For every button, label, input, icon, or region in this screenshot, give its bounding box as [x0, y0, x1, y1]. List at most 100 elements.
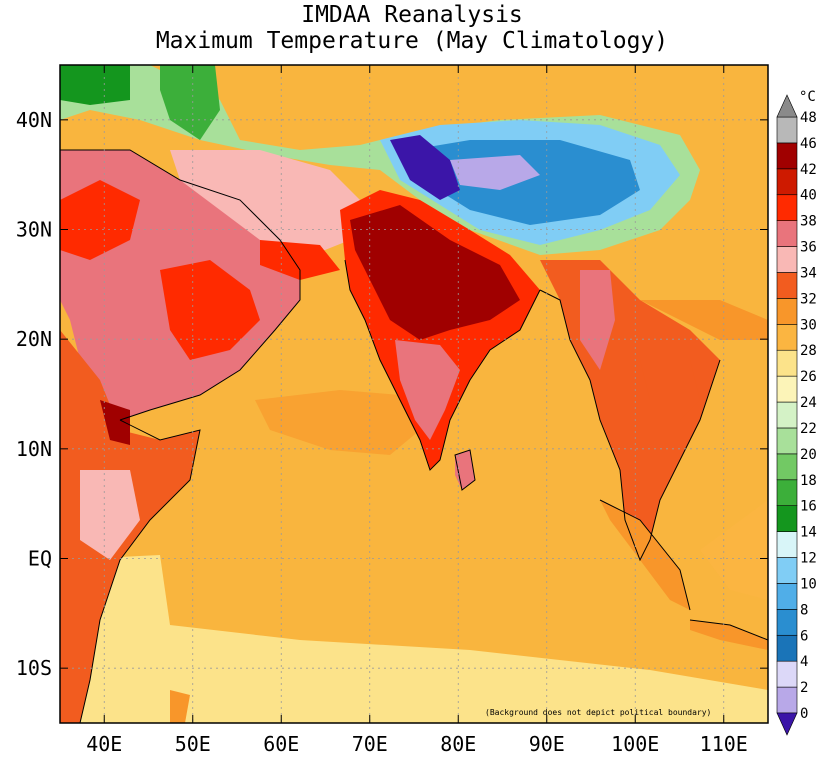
colorbar-swatch: [776, 453, 798, 481]
colorbar-swatch: [776, 557, 798, 584]
lon-tick-label: 70E: [352, 732, 388, 756]
colorbar-swatch: [776, 609, 798, 636]
lat-tick-label: 20N: [16, 327, 52, 351]
southern-ocean-band: [60, 555, 768, 723]
colorbar-swatch: [776, 479, 798, 506]
colorbar-tick-label: 42: [800, 162, 817, 178]
se-asia-coastline: [539, 289, 721, 562]
horn-hot: [100, 400, 130, 445]
lon-tick-label: 50E: [175, 732, 211, 756]
indochina-hot: [640, 360, 700, 420]
colorbar-tick-label: 24: [800, 395, 817, 411]
map-footnote: (Background does not depict political bo…: [485, 708, 711, 717]
colorbar-tick-label: 8: [800, 602, 808, 618]
colorbar-tick-label: 16: [800, 499, 817, 515]
arabia-hot: [160, 260, 260, 360]
caspian-green: [60, 65, 130, 105]
ethiopia-highland: [80, 470, 140, 560]
lon-tick-label: 90E: [529, 732, 565, 756]
map-gridlines: [60, 65, 768, 723]
iraq-hot: [60, 180, 140, 260]
iran-warm: [170, 150, 360, 260]
colorbar-over-arrow: [776, 94, 798, 118]
colorbar-tick-label: 18: [800, 473, 817, 489]
southern-ocean-edge: [60, 690, 768, 723]
tibet-core: [390, 135, 460, 200]
lat-tick-label: 40N: [16, 108, 52, 132]
colorbar-swatch: [776, 298, 798, 325]
lon-tick-label: 110E: [700, 732, 748, 756]
colorbar-swatch: [776, 324, 798, 351]
axis-ticks: [60, 65, 768, 723]
java: [690, 620, 768, 650]
colorbar-swatch: [776, 531, 798, 558]
colorbar-swatch: [776, 246, 798, 273]
iran-coast-hot: [260, 240, 340, 280]
africa-coastline: [79, 419, 201, 724]
colorbar-swatch: [776, 583, 798, 610]
colorbar-unit: °C: [799, 89, 816, 105]
colorbar: 0246810121416182022242628303234363840424…: [776, 89, 817, 736]
lat-tick-label: 30N: [16, 218, 52, 242]
myanmar-warm: [580, 270, 615, 370]
colorbar-swatch: [776, 272, 798, 299]
colorbar-swatch: [776, 401, 798, 429]
colorbar-swatch: [776, 686, 798, 714]
colorbar-swatch: [776, 427, 798, 455]
colorbar-swatch: [776, 168, 798, 196]
colorbar-swatch: [776, 505, 798, 532]
map-frame: [59, 64, 769, 724]
axis-labels: 40N 30N 20N 10N EQ 10S 40E 50E 60E 70E 80E 90E 100E 1…: [16, 108, 748, 756]
deccan-warm: [395, 340, 460, 440]
colorbar-tick-label: 12: [800, 551, 817, 567]
colorbar-tick-label: 48: [800, 110, 817, 126]
colorbar-swatch: [776, 220, 798, 247]
colorbar-under-arrow: [776, 712, 798, 736]
lon-tick-label: 60E: [263, 732, 299, 756]
colorbar-tick-label: 14: [800, 525, 817, 541]
arabia-coastline: [60, 149, 301, 421]
borneo: [700, 500, 768, 600]
colorbar-tick-label: 0: [800, 706, 808, 722]
map-plot-area: [60, 65, 769, 724]
colorbar-tick-label: 46: [800, 136, 817, 152]
colorbar-tick-label: 38: [800, 214, 817, 230]
tibet-lavender: [450, 155, 540, 190]
colorbar-tick-label: 22: [800, 421, 817, 437]
map-title-line1: IMDAA Reanalysis: [301, 2, 523, 28]
colorbar-tick-label: 32: [800, 291, 817, 307]
colorbar-tick-label: 30: [800, 317, 817, 333]
colorbar-tick-label: 2: [800, 680, 808, 696]
colorbar-swatch: [776, 375, 798, 403]
colorbar-tick-label: 26: [800, 369, 817, 385]
south-china: [640, 300, 768, 340]
java-coastline: [689, 619, 769, 641]
arabian-sea-patch: [255, 390, 420, 455]
lon-tick-label: 80E: [440, 732, 476, 756]
colorbar-tick-label: 28: [800, 343, 817, 359]
colorbar-tick-label: 6: [800, 628, 808, 644]
colorbar-tick-label: 36: [800, 240, 817, 256]
colorbar-tick-label: 10: [800, 576, 817, 592]
sumatra: [600, 500, 690, 610]
india-coastline: [344, 259, 541, 471]
madagascar-tip: [170, 690, 190, 723]
turkmen-green: [160, 65, 220, 140]
colorbar-swatch: [776, 634, 798, 662]
sri-lanka-coastline: [454, 449, 476, 491]
colorbar-swatch: [776, 660, 798, 688]
north-india-hot: [350, 205, 520, 340]
lat-tick-label: 10N: [16, 437, 52, 461]
colorbar-tick-label: 20: [800, 447, 817, 463]
colorbar-swatch: [776, 349, 798, 377]
colorbar-tick-label: 40: [800, 188, 817, 204]
lon-tick-label: 100E: [611, 732, 659, 756]
lat-tick-label: 10S: [16, 656, 52, 680]
colorbar-swatch: [776, 142, 798, 170]
lon-tick-label: 40E: [86, 732, 122, 756]
colorbar-tick-label: 34: [800, 265, 817, 281]
map-title-line2: Maximum Temperature (May Climatology): [155, 28, 669, 54]
lat-tick-label: EQ: [28, 547, 52, 571]
colorbar-tick-label: 4: [800, 654, 808, 670]
